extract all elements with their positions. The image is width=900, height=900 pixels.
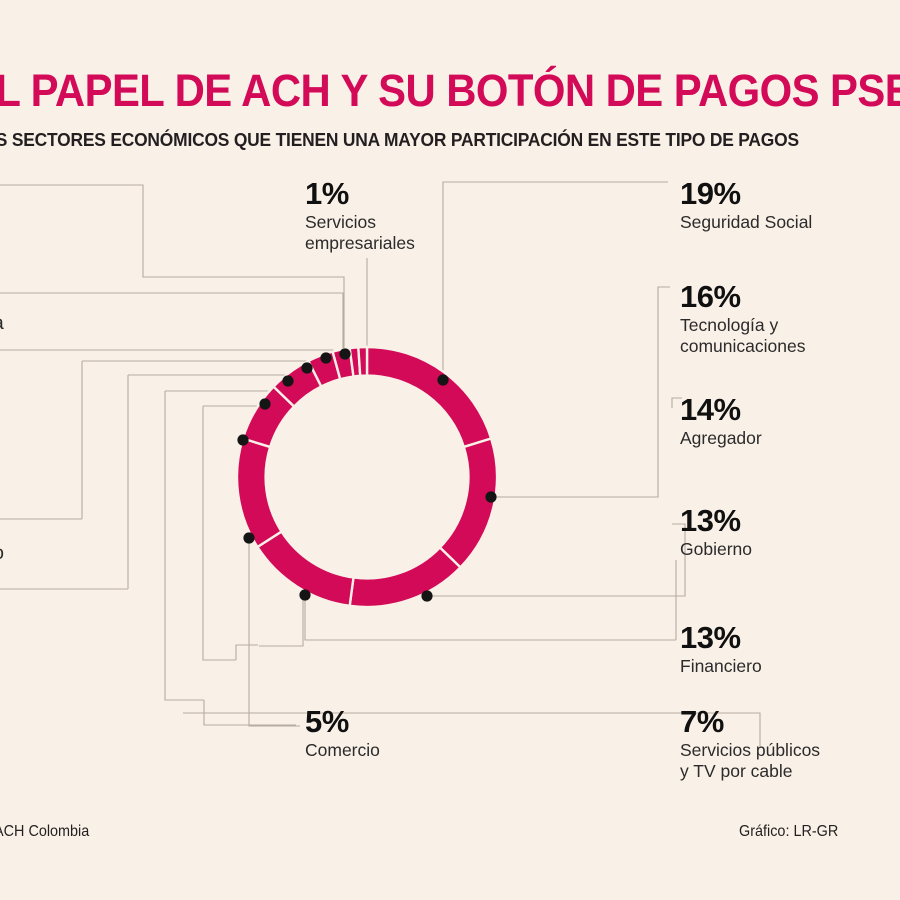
connector-dot — [339, 348, 351, 360]
callout-name-seguridad-social: Seguridad Social — [680, 212, 813, 232]
callout-name-entretenimiento: …ento — [0, 543, 4, 565]
leader-line-entretenimiento — [0, 349, 334, 358]
credit-note: Gráfico: LR-GR — [738, 823, 838, 840]
callout-tecnologia: 16% Tecnología y comunicaciones — [680, 281, 805, 356]
connector-dot — [237, 434, 249, 446]
donut-slice — [365, 345, 493, 449]
callout-entretenimiento: …ento — [0, 543, 4, 565]
leader-rail-3-tail — [203, 700, 296, 726]
connector-dot — [437, 374, 449, 386]
callout-pct-comercio: 5% — [305, 704, 349, 739]
connector-dot — [282, 375, 294, 387]
connector-dot — [320, 352, 332, 364]
leader-line-financiero — [304, 595, 676, 641]
leader-line-belleza — [0, 184, 345, 353]
donut-slices — [235, 345, 499, 609]
callout-name-tecnologia: Tecnología y comunicaciones — [680, 315, 806, 356]
leader-line-agregador — [671, 397, 682, 408]
connector-dot — [299, 589, 311, 601]
donut-slice — [357, 345, 369, 378]
callout-pct-tecnologia: 16% — [680, 279, 741, 314]
callout-name-financiero: Financiero — [680, 656, 762, 676]
callout-pct-agregador: 14% — [680, 392, 741, 427]
callout-gobierno: 13% Gobierno — [680, 505, 752, 560]
callout-seguridad-social: 19% Seguridad Social — [680, 178, 812, 233]
leader-rail-4 — [202, 406, 236, 661]
callout-pct-financiero: 13% — [680, 620, 741, 655]
callout-comercio: 5% Comercio — [305, 706, 380, 761]
leader-line-servicios-publicos — [183, 712, 761, 748]
connector-dot — [485, 491, 497, 503]
callout-pct-servicios-empresariales: 1% — [305, 176, 349, 211]
callout-name-servicios-publicos: Servicios públicos y TV por cable — [680, 740, 821, 781]
callout-servicios-empresariales: 1% Servicios empresariales — [305, 178, 415, 253]
leader-rail-4-tail — [235, 644, 258, 660]
leader-line-comercio — [248, 538, 300, 727]
leader-lines-left — [0, 184, 345, 727]
donut-slice — [348, 545, 463, 609]
callout-name-comercio: Comercio — [305, 740, 380, 760]
leader-rail-3 — [164, 391, 204, 701]
callout-name-servicios-empresariales: Servicios empresariales — [305, 212, 415, 253]
leader-line-comercio-b — [259, 596, 304, 647]
connector-dot — [259, 398, 271, 410]
source-note: Fuente: ACH Colombia — [0, 823, 90, 840]
callout-name-agregador: Agregador — [680, 428, 762, 448]
callout-financiero: 13% Financiero — [680, 622, 762, 677]
callout-servicios-publicos: 7% Servicios públicos y TV por cable — [680, 706, 820, 781]
leader-lines-right — [183, 181, 761, 748]
connector-dot — [243, 532, 255, 544]
leader-line-gobierno — [427, 523, 686, 597]
callout-agregador: 14% Agregador — [680, 394, 762, 449]
callout-pct-servicios-publicos: 7% — [680, 704, 724, 739]
callout-pct-seguridad-social: 19% — [680, 176, 741, 211]
donut-slice — [235, 436, 284, 549]
page-subtitle: LOS SECTORES ECONÓMICOS QUE TIENEN UNA M… — [0, 129, 799, 150]
leader-line-tecnologia — [491, 286, 670, 498]
callout-pct-gobierno: 13% — [680, 503, 741, 538]
leader-line-seguridad-social — [442, 181, 668, 380]
callout-name-gobierno: Gobierno — [680, 539, 752, 559]
leader-line-seguros — [0, 292, 344, 355]
callout-belleza: …eza — [0, 313, 4, 335]
connector-dots — [237, 348, 497, 602]
page-title: EL PAPEL DE ACH Y SU BOTÓN DE PAGOS PSE — [0, 65, 900, 116]
callout-name-belleza: …eza — [0, 313, 4, 335]
donut-slice — [438, 436, 499, 570]
connector-dot — [421, 590, 433, 602]
connector-dot — [301, 362, 313, 374]
